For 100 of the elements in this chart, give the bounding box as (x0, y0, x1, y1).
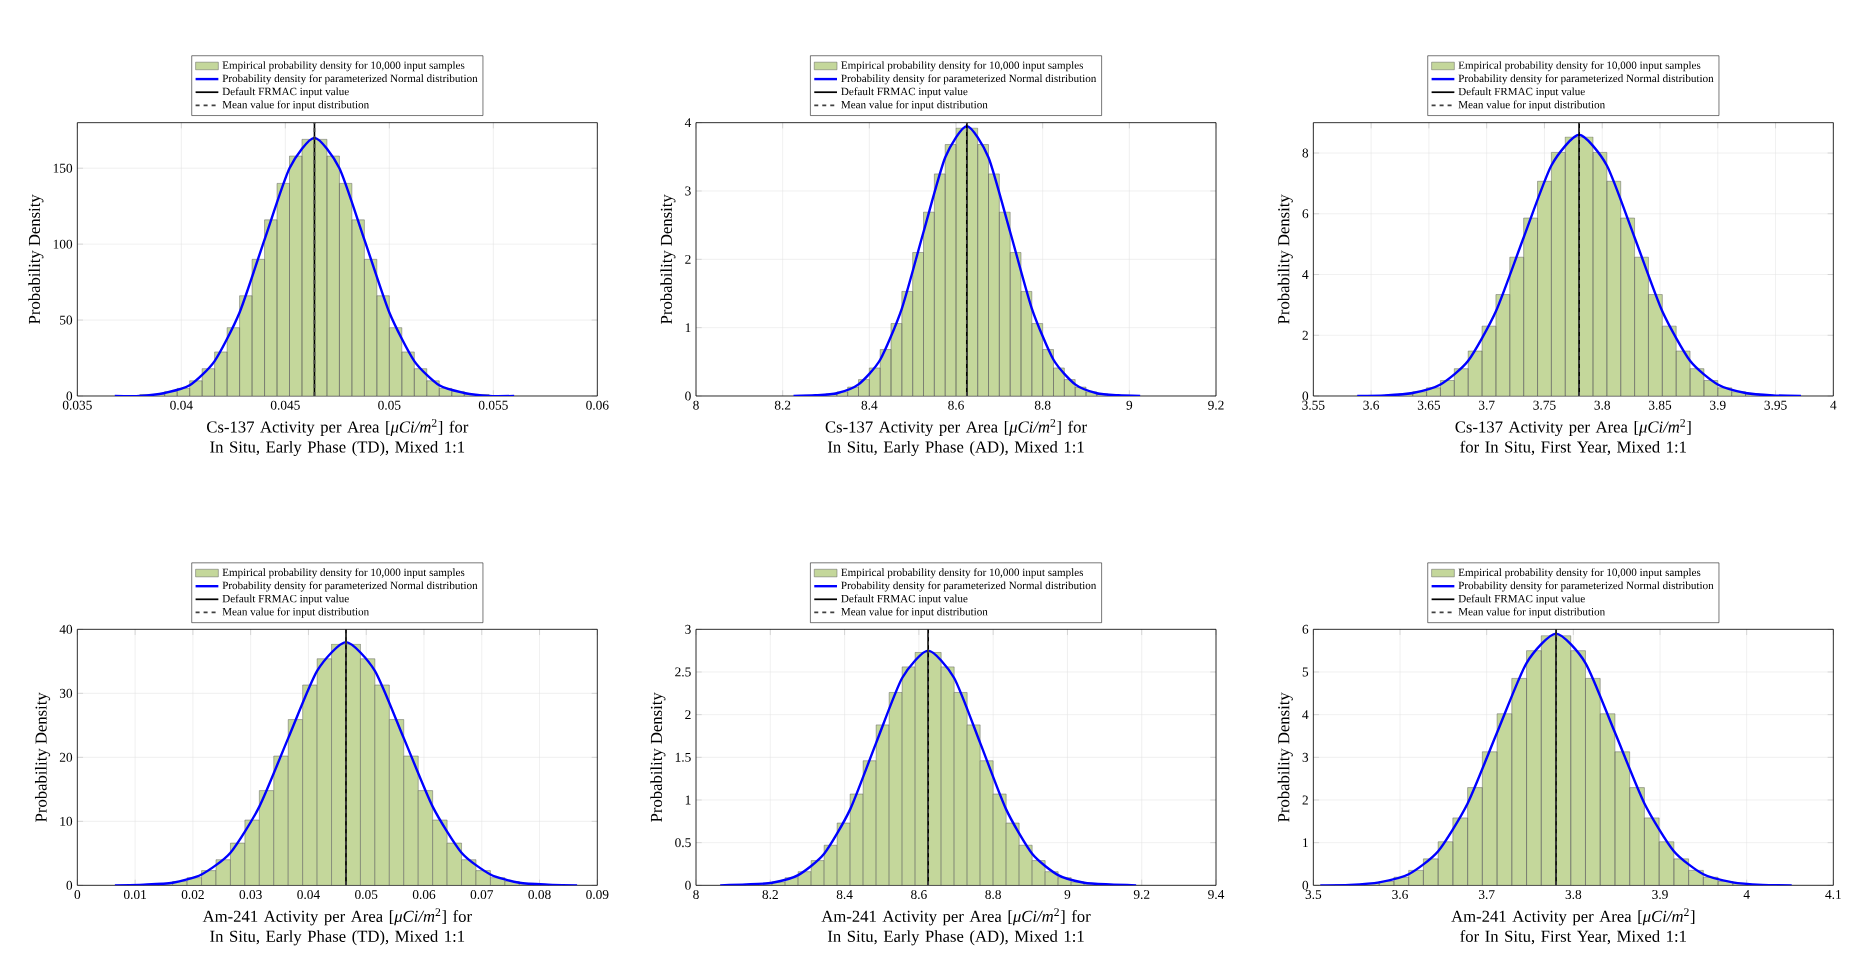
y-tick-label: 0 (1302, 391, 1309, 401)
x-tick-label: 3.8 (1594, 400, 1611, 410)
y-axis-title: Probability Density (660, 194, 676, 324)
x-axis-title: Am-241 Activity per Area [μCi/m$^{2}$] for In Situ, First Year, Mixed 1:1 (1451, 908, 1695, 945)
x-tick-label: 9.2 (1208, 400, 1224, 410)
x-axis-title: Cs-137 Activity per Area [μCi/m$^{2}$] for In Situ, First Year, Mixed 1:1 (1455, 418, 1691, 455)
y-tick-label: 2 (685, 254, 691, 264)
y-axis-title: Probability Density (650, 692, 666, 822)
x-axis-title: Am-241 Activity per Area [μCi/m$^{2}$] for In Situ, Early Phase (AD), Mixed 1:1 (821, 908, 1091, 946)
y-tick-label: 30 (59, 688, 73, 698)
x-tick-label: 8.2 (762, 889, 778, 899)
y-tick-label: 6 (1302, 624, 1309, 634)
x-tick-label: 9 (1064, 889, 1071, 899)
y-tick-label: 150 (53, 163, 73, 173)
legend-label: Empirical probability density for 10,000 input samples (222, 60, 465, 72)
x-tick-label: 0.035 (62, 400, 92, 410)
x-tick-label: 9 (1126, 400, 1133, 410)
x-tick-label: 0.02 (181, 889, 204, 899)
x-tick-label: 3.7 (1478, 889, 1495, 899)
x-tick-label: 3.6 (1363, 400, 1380, 410)
x-axis-title: Cs-137 Activity per Area [μCi/m$^{2}$] for In Situ, Early Phase (TD), Mixed 1:1 (207, 418, 469, 456)
y-tick-label: 0 (685, 391, 691, 401)
x-tick-label: 3.85 (1648, 400, 1672, 410)
y-tick-label: 1 (685, 795, 691, 805)
x-tick-label: 8.4 (836, 889, 853, 899)
legend-label: Mean value for input distribution (222, 607, 369, 618)
legend-label: Empirical probability density for 10,000 input samples (841, 568, 1084, 579)
x-tick-label: 0.09 (586, 889, 609, 899)
x-tick-label: 9.4 (1208, 889, 1225, 899)
x-tick-label: 8 (693, 889, 699, 899)
x-tick-label: 4 (1830, 400, 1837, 410)
legend-label: Probability density for parameterized Normal distribution (1458, 74, 1714, 85)
y-tick-label: 5 (1302, 667, 1309, 677)
x-tick-label: 3.9 (1652, 889, 1668, 899)
legend-label: Probability density for parameterized Normal distribution (841, 74, 1097, 85)
legend-label: Default FRMAC input value (222, 594, 349, 605)
y-tick-label: 0 (66, 880, 73, 890)
x-tick-label: 0.08 (528, 889, 551, 899)
y-tick-label: 2 (1302, 795, 1308, 805)
x-tick-label: 8.4 (861, 400, 878, 410)
legend-label: Empirical probability density for 10,000 input samples (1458, 60, 1701, 72)
x-axis-title: Cs-137 Activity per Area [μCi/m$^{2}$] for In Situ, Early Phase (AD), Mixed 1:1 (825, 418, 1087, 456)
y-tick-label: 2.5 (675, 667, 691, 677)
y-axis-title: Probability Density (1277, 692, 1293, 822)
y-tick-label: 3 (685, 624, 691, 634)
x-tick-label: 3.55 (1302, 400, 1325, 410)
legend-label: Empirical probability density for 10,000 input samples (222, 568, 465, 579)
y-tick-label: 0 (66, 391, 73, 401)
x-tick-label: 8.8 (985, 889, 1001, 899)
x-tick-label: 8.6 (911, 889, 927, 899)
x-tick-label: 8 (693, 400, 699, 410)
y-tick-label: 4 (684, 118, 692, 127)
legend-label: Default FRMAC input value (841, 594, 968, 605)
y-tick-label: 100 (53, 239, 73, 249)
x-tick-label: 0.07 (470, 889, 494, 899)
legend-label: Probability density for parameterized Normal distribution (222, 581, 478, 592)
y-tick-label: 1 (685, 323, 691, 332)
y-tick-label: 0.5 (675, 837, 691, 848)
x-axis-title: Am-241 Activity per Area [μCi/m$^{2}$] for In Situ, Early Phase (TD), Mixed 1:1 (202, 908, 472, 946)
x-tick-label: 0.05 (378, 400, 401, 410)
y-tick-label: 0 (685, 880, 691, 890)
x-tick-label: 0.04 (170, 400, 193, 410)
legend-label: Probability density for parameterized Normal distribution (222, 74, 478, 85)
legend-label: Empirical probability density for 10,000 input samples (841, 60, 1084, 72)
y-tick-label: 40 (59, 624, 73, 634)
y-tick-label: 0 (1302, 880, 1309, 890)
x-tick-label: 3.6 (1392, 889, 1408, 899)
x-tick-label: 8.2 (774, 400, 791, 410)
x-tick-label: 3.7 (1478, 400, 1495, 410)
y-tick-label: 3 (1302, 752, 1309, 762)
y-tick-label: 2 (1302, 330, 1308, 340)
x-tick-label: 4 (1743, 889, 1750, 899)
x-tick-label: 8.6 (948, 400, 964, 410)
y-axis-title: Probability Density (28, 194, 44, 324)
y-tick-label: 10 (60, 816, 73, 826)
y-axis-title: Probability Density (34, 692, 51, 822)
x-tick-label: 3.95 (1764, 400, 1787, 410)
legend-label: Mean value for input distribution (1458, 607, 1605, 618)
x-tick-label: 0.01 (123, 889, 146, 899)
legend-label: Probability density for parameterized Normal distribution (1458, 581, 1714, 592)
legend-label: Empirical probability density for 10,000 input samples (1458, 568, 1701, 579)
x-tick-label: 9.2 (1133, 889, 1150, 899)
x-tick-label: 0.06 (412, 889, 436, 899)
y-tick-label: 2 (685, 710, 691, 719)
legend-label: Default FRMAC input value (841, 87, 968, 98)
y-tick-label: 3 (685, 186, 691, 196)
legend-label: Default FRMAC input value (1458, 594, 1585, 605)
x-tick-label: 0.04 (297, 889, 320, 899)
legend-label: Mean value for input distribution (841, 607, 988, 618)
x-tick-label: 0.06 (586, 400, 609, 410)
x-tick-label: 0.05 (355, 889, 378, 899)
y-tick-label: 20 (59, 752, 73, 762)
x-tick-label: 8.8 (1034, 400, 1051, 410)
legend-label: Probability density for parameterized Normal distribution (841, 581, 1097, 592)
y-tick-label: 4 (1302, 269, 1309, 279)
x-tick-label: 3.65 (1417, 400, 1441, 410)
legend-label: Mean value for input distribution (1458, 100, 1605, 111)
y-tick-label: 1 (1303, 838, 1308, 847)
x-tick-label: 3.75 (1533, 400, 1556, 410)
y-tick-label: 50 (60, 315, 73, 325)
